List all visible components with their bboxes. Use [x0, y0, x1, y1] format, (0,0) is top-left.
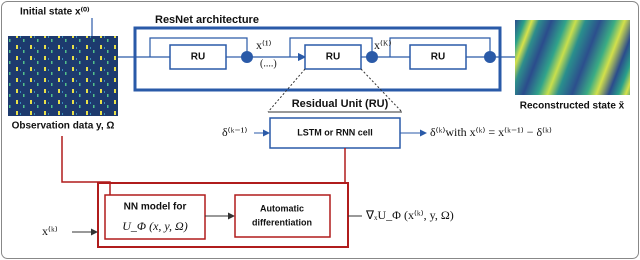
cell-label: LSTM or RNN cell: [297, 127, 373, 137]
gradient-label: ∇ₓU_Φ (x⁽ᵏ⁾, y, Ω): [365, 208, 454, 222]
ru-label: RU: [191, 52, 205, 63]
autodiff-line1: Automatic: [260, 203, 304, 213]
dots-label: (....): [260, 58, 277, 69]
reconstructed-label: Reconstructed state x̃: [520, 100, 625, 111]
nn-box: [104, 194, 206, 240]
reconstructed-image: [515, 20, 630, 95]
ru-units: [169, 44, 496, 70]
ru-label: RU: [431, 52, 445, 63]
autodiff-line2: differentiation: [252, 217, 312, 227]
resnet-lines: [118, 37, 515, 62]
x1-label: x⁽¹⁾: [256, 38, 272, 52]
input-x: x⁽ᵏ⁾: [42, 224, 58, 238]
delta-out: δ⁽ᵏ⁾with x⁽ᵏ⁾ = x⁽ᵏ⁻¹⁾ − δ⁽ᵏ⁾: [430, 125, 552, 139]
red-lines: [61, 136, 346, 195]
delta-in: δ⁽ᵏ⁻¹⁾: [222, 125, 247, 139]
initial-state: Initial state x⁽⁰⁾: [20, 7, 90, 18]
nn-outer-box: [97, 182, 349, 248]
zoom-lines: [267, 68, 403, 113]
resnet-box: [133, 26, 502, 92]
observation-image: [8, 36, 118, 116]
autodiff-box: [234, 194, 331, 238]
ru-label: RU: [326, 52, 340, 63]
residual-title: Residual Unit (RU): [292, 98, 389, 110]
resnet-title: ResNet architecture: [155, 14, 259, 26]
observation-label: Observation data y, Ω: [12, 121, 115, 132]
xk-label: x⁽ᴷ⁾: [374, 38, 391, 52]
nn-line1: NN model for: [124, 202, 187, 213]
nn-line2: U_Φ (x, y, Ω): [122, 219, 187, 233]
